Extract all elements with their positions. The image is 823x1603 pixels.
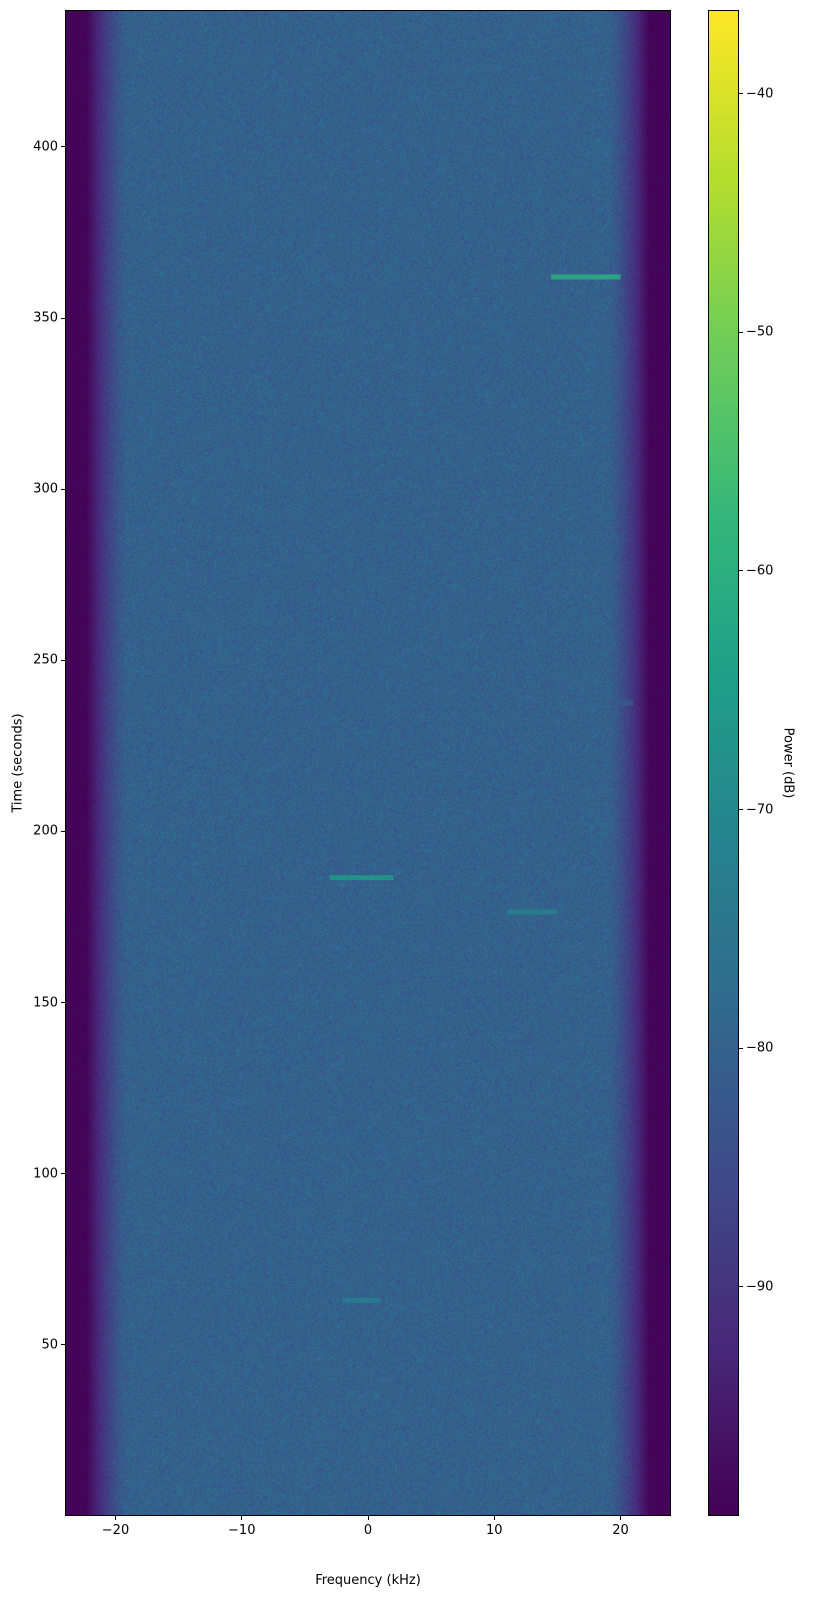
signal-burst-0 bbox=[551, 274, 620, 279]
y-tick-mark bbox=[61, 1173, 65, 1174]
y-tick-label: 200 bbox=[33, 824, 58, 839]
y-tick-mark bbox=[61, 146, 65, 147]
colorbar-tick-mark bbox=[739, 332, 743, 333]
colorbar-tick-mark bbox=[739, 1048, 743, 1049]
colorbar-tick-mark bbox=[739, 93, 743, 94]
y-tick-mark bbox=[61, 1344, 65, 1345]
x-tick-label: −10 bbox=[228, 1523, 255, 1538]
colorbar-tick-label: −40 bbox=[746, 86, 773, 101]
signal-burst-1 bbox=[330, 875, 393, 880]
x-tick-mark bbox=[368, 1516, 369, 1520]
colorbar-tick-label: −90 bbox=[746, 1279, 773, 1294]
x-tick-mark bbox=[494, 1516, 495, 1520]
x-axis-label: Frequency (kHz) bbox=[315, 1573, 421, 1588]
y-tick-label: 150 bbox=[33, 995, 58, 1010]
y-tick-mark bbox=[61, 831, 65, 832]
y-tick-mark bbox=[61, 660, 65, 661]
x-tick-label: 10 bbox=[486, 1523, 503, 1538]
y-tick-label: 350 bbox=[33, 311, 58, 326]
x-tick-label: 0 bbox=[364, 1523, 372, 1538]
signal-burst-4 bbox=[608, 701, 633, 706]
x-tick-label: −20 bbox=[102, 1523, 129, 1538]
colorbar-tick-label: −80 bbox=[746, 1041, 773, 1056]
y-tick-mark bbox=[61, 1002, 65, 1003]
x-tick-mark bbox=[115, 1516, 116, 1520]
y-tick-label: 300 bbox=[33, 482, 58, 497]
x-tick-mark bbox=[620, 1516, 621, 1520]
colorbar-tick-mark bbox=[739, 809, 743, 810]
colorbar-tick-label: −60 bbox=[746, 563, 773, 578]
signal-burst-2 bbox=[507, 909, 558, 914]
y-axis-label: Time (seconds) bbox=[11, 713, 26, 812]
signal-burst-3 bbox=[343, 1298, 381, 1303]
colorbar bbox=[708, 10, 739, 1516]
colorbar-tick-mark bbox=[739, 1286, 743, 1287]
y-tick-label: 400 bbox=[33, 139, 58, 154]
colorbar-label: Power (dB) bbox=[781, 728, 796, 799]
colorbar-tick-mark bbox=[739, 570, 743, 571]
x-tick-mark bbox=[241, 1516, 242, 1520]
y-tick-mark bbox=[61, 489, 65, 490]
colorbar-tick-label: −70 bbox=[746, 802, 773, 817]
y-tick-label: 100 bbox=[33, 1166, 58, 1181]
y-tick-label: 50 bbox=[41, 1337, 58, 1352]
colorbar-tick-label: −50 bbox=[746, 325, 773, 340]
spectrogram-plot-area bbox=[65, 10, 671, 1516]
signal-layer bbox=[65, 10, 671, 1516]
x-tick-label: 20 bbox=[612, 1523, 629, 1538]
y-tick-mark bbox=[61, 318, 65, 319]
y-tick-label: 250 bbox=[33, 653, 58, 668]
